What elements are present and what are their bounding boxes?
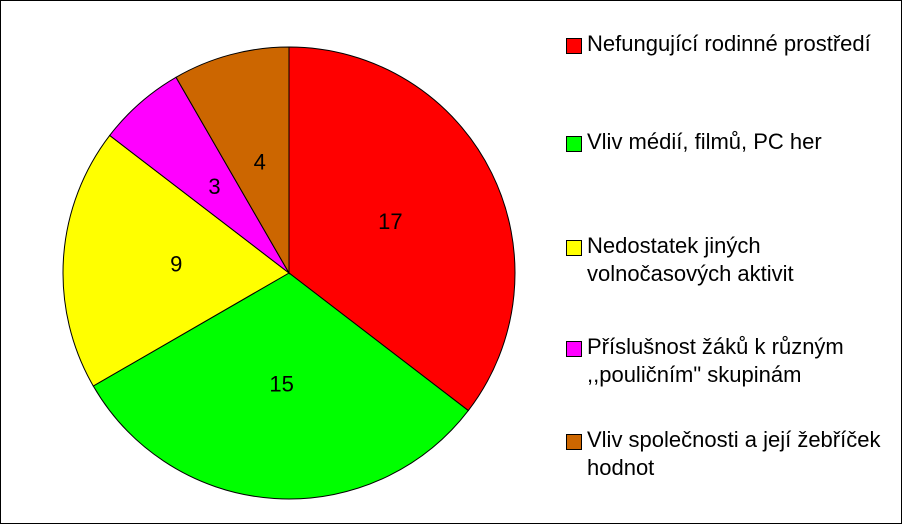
legend-label: Vliv médií, filmů, PC her: [587, 129, 822, 154]
legend-label: Nedostatek jiných volnočasových aktivit: [587, 233, 794, 286]
legend-swatch: [566, 240, 582, 256]
legend-item: Nefungující rodinné prostředí: [566, 30, 902, 58]
pie-slice: [92, 272, 469, 500]
data-label: 9: [170, 251, 182, 276]
legend-item: Příslušnost žáků k různým ,,pouličním" s…: [566, 333, 902, 389]
pie-chart: 17 15 9 3 4: [62, 46, 516, 500]
legend-item: Vliv médií, filmů, PC her: [566, 128, 902, 156]
pie-slice: [175, 46, 290, 275]
legend-swatch: [566, 341, 582, 357]
legend-label: Vliv společnosti a její žebříček hodnot: [587, 427, 881, 480]
data-label: 17: [378, 209, 402, 234]
pie-slice: [62, 134, 290, 387]
data-label: 15: [269, 372, 293, 397]
legend-label: Nefungující rodinné prostředí: [587, 31, 871, 56]
legend-item: Nedostatek jiných volnočasových aktivit: [566, 232, 902, 288]
pie-slice: [288, 46, 516, 412]
legend-label: Příslušnost žáků k různým ,,pouličním" s…: [587, 334, 844, 387]
legend-swatch: [566, 38, 582, 54]
data-label: 3: [208, 174, 220, 199]
legend-item: Vliv společnosti a její žebříček hodnot: [566, 426, 902, 482]
legend-swatch: [566, 434, 582, 450]
data-label: 4: [254, 150, 266, 175]
legend-swatch: [566, 136, 582, 152]
